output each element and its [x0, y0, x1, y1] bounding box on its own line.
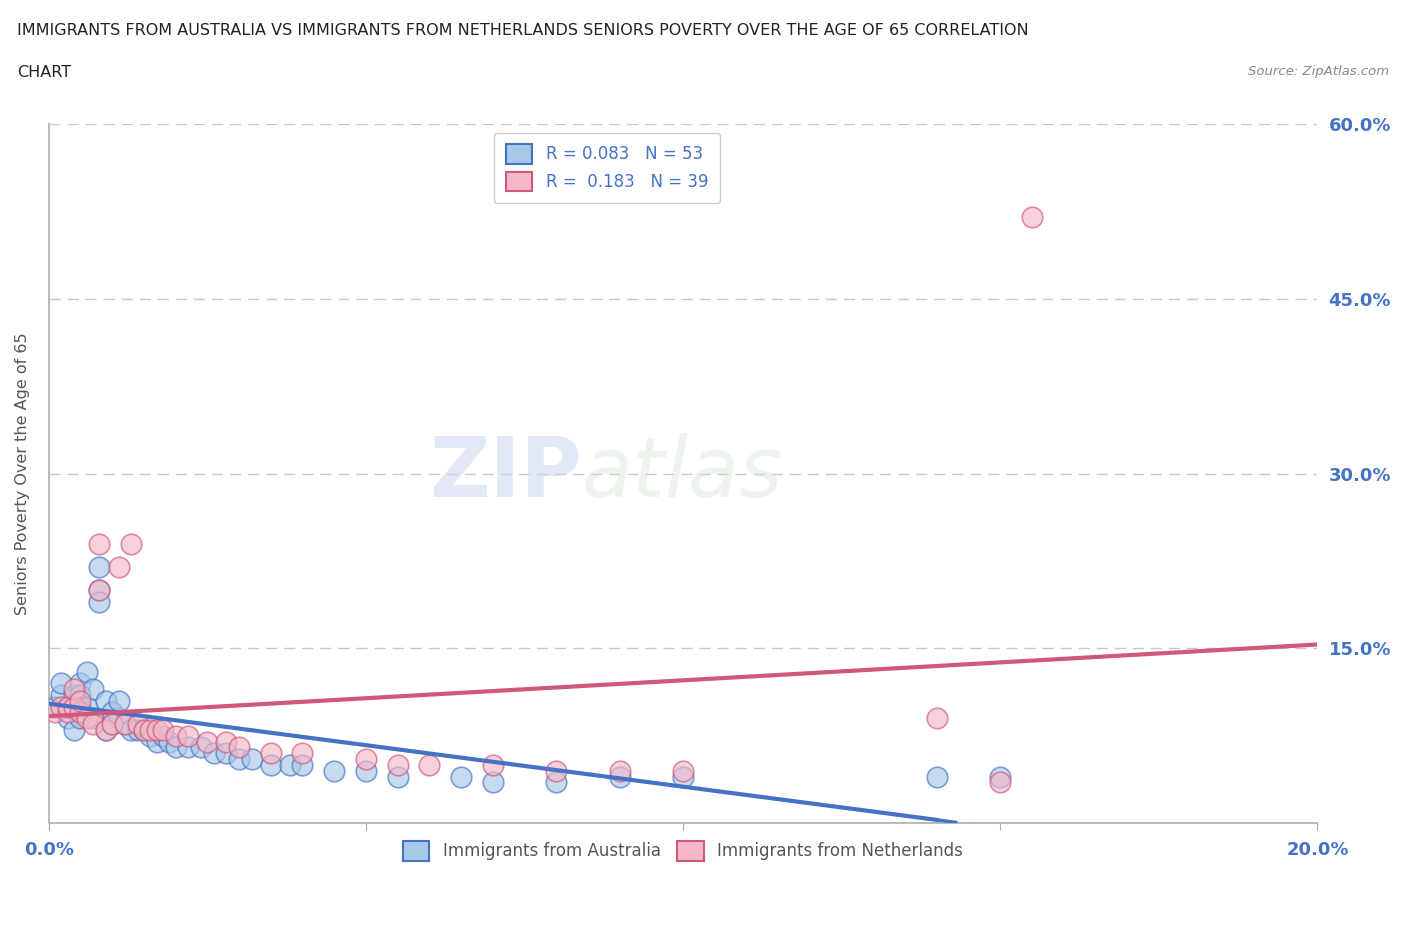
Point: [69, 699, 91, 714]
Point: [63, 723, 86, 737]
Point: [215, 746, 238, 761]
Point: [63, 687, 86, 702]
Point: [609, 769, 631, 784]
Point: [177, 728, 200, 743]
Point: [101, 705, 124, 720]
Point: [387, 757, 409, 772]
Point: [107, 711, 129, 725]
Point: [94, 723, 117, 737]
Point: [260, 746, 283, 761]
Point: [291, 757, 314, 772]
Point: [418, 757, 440, 772]
Point: [157, 734, 180, 749]
Point: [120, 537, 142, 551]
Point: [127, 723, 149, 737]
Point: [165, 740, 187, 755]
Point: [323, 764, 346, 778]
Point: [76, 664, 98, 679]
Point: [260, 757, 283, 772]
Point: [546, 775, 568, 790]
Point: [82, 682, 104, 697]
Point: [76, 699, 98, 714]
Point: [107, 694, 129, 709]
Point: [672, 764, 695, 778]
Point: [56, 711, 79, 725]
Point: [132, 723, 155, 737]
Point: [177, 740, 200, 755]
Point: [107, 560, 129, 575]
Point: [165, 728, 187, 743]
Point: [114, 717, 136, 732]
Point: [56, 699, 79, 714]
Point: [89, 560, 111, 575]
Point: [63, 699, 86, 714]
Point: [69, 687, 91, 702]
Point: [228, 740, 250, 755]
Point: [114, 717, 136, 732]
Point: [69, 711, 91, 725]
Text: atlas: atlas: [582, 433, 783, 514]
Point: [387, 769, 409, 784]
Point: [82, 711, 104, 725]
Point: [89, 537, 111, 551]
Point: [609, 764, 631, 778]
Point: [988, 775, 1011, 790]
Point: [51, 699, 73, 714]
Point: [988, 769, 1011, 784]
Point: [925, 711, 948, 725]
Point: [1021, 210, 1043, 225]
Point: [215, 734, 238, 749]
Point: [354, 764, 377, 778]
Point: [202, 746, 225, 761]
Y-axis label: Seniors Poverty Over the Age of 65: Seniors Poverty Over the Age of 65: [15, 332, 30, 615]
Point: [94, 694, 117, 709]
Point: [44, 705, 66, 720]
Point: [132, 723, 155, 737]
Point: [278, 757, 301, 772]
Point: [51, 687, 73, 702]
Point: [89, 583, 111, 598]
Text: IMMIGRANTS FROM AUSTRALIA VS IMMIGRANTS FROM NETHERLANDS SENIORS POVERTY OVER TH: IMMIGRANTS FROM AUSTRALIA VS IMMIGRANTS …: [17, 23, 1029, 38]
Point: [82, 717, 104, 732]
Point: [139, 728, 162, 743]
Point: [69, 676, 91, 691]
Point: [145, 723, 167, 737]
Point: [69, 705, 91, 720]
Point: [89, 583, 111, 598]
Point: [120, 723, 142, 737]
Point: [63, 682, 86, 697]
Point: [481, 775, 503, 790]
Point: [240, 751, 263, 766]
Text: CHART: CHART: [17, 65, 70, 80]
Point: [63, 699, 86, 714]
Point: [51, 676, 73, 691]
Point: [152, 728, 174, 743]
Point: [228, 751, 250, 766]
Point: [139, 723, 162, 737]
Point: [76, 711, 98, 725]
Point: [546, 764, 568, 778]
Point: [127, 717, 149, 732]
Point: [152, 723, 174, 737]
Point: [101, 717, 124, 732]
Point: [672, 769, 695, 784]
Point: [69, 694, 91, 709]
Point: [450, 769, 472, 784]
Point: [354, 751, 377, 766]
Point: [44, 699, 66, 714]
Point: [195, 734, 218, 749]
Point: [56, 705, 79, 720]
Point: [101, 717, 124, 732]
Point: [145, 734, 167, 749]
Point: [94, 723, 117, 737]
Text: Source: ZipAtlas.com: Source: ZipAtlas.com: [1249, 65, 1389, 78]
Text: ZIP: ZIP: [429, 433, 582, 514]
Point: [56, 699, 79, 714]
Point: [190, 740, 212, 755]
Point: [291, 746, 314, 761]
Point: [925, 769, 948, 784]
Legend: Immigrants from Australia, Immigrants from Netherlands: Immigrants from Australia, Immigrants fr…: [396, 834, 970, 867]
Point: [481, 757, 503, 772]
Point: [89, 594, 111, 609]
